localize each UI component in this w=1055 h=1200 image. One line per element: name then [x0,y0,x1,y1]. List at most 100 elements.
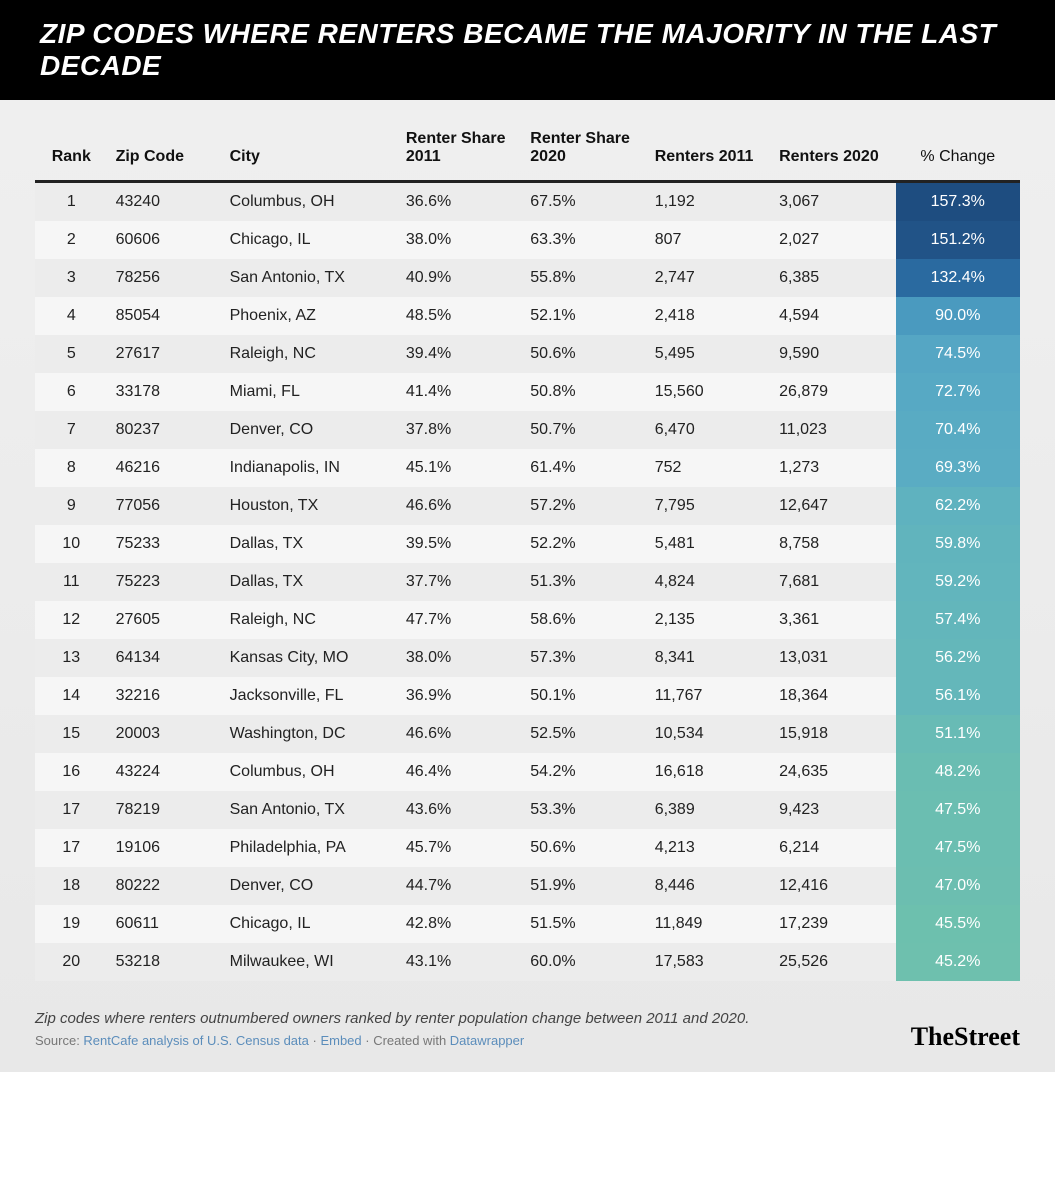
cell-share11: 39.4% [398,335,522,373]
cell-change: 47.5% [896,829,1021,867]
cell-renters11: 752 [647,449,771,487]
table-row: 527617Raleigh, NC39.4%50.6%5,4959,59074.… [35,335,1020,373]
cell-share20: 52.1% [522,297,646,335]
cell-share20: 50.6% [522,335,646,373]
table-row: 143240Columbus, OH36.6%67.5%1,1923,06715… [35,182,1020,222]
cell-renters11: 17,583 [647,943,771,981]
cell-share11: 41.4% [398,373,522,411]
cell-renters20: 9,590 [771,335,895,373]
cell-rank: 18 [35,867,108,905]
table-row: 1719106Philadelphia, PA45.7%50.6%4,2136,… [35,829,1020,867]
page-title: ZIP CODES WHERE RENTERS BECAME THE MAJOR… [0,0,1055,100]
cell-renters20: 13,031 [771,639,895,677]
cell-share20: 51.3% [522,563,646,601]
cell-change: 69.3% [896,449,1021,487]
source-link-rentcafe[interactable]: RentCafe analysis of U.S. Census data [83,1033,308,1048]
cell-renters11: 4,824 [647,563,771,601]
cell-share20: 52.5% [522,715,646,753]
cell-zip: 60611 [108,905,222,943]
cell-share11: 45.7% [398,829,522,867]
cell-share11: 40.9% [398,259,522,297]
cell-renters20: 9,423 [771,791,895,829]
cell-renters11: 807 [647,221,771,259]
cell-renters20: 2,027 [771,221,895,259]
cell-rank: 16 [35,753,108,791]
cell-city: Miami, FL [222,373,398,411]
col-header-city: City [222,120,398,182]
cell-change: 151.2% [896,221,1021,259]
cell-renters11: 16,618 [647,753,771,791]
cell-city: Denver, CO [222,867,398,905]
cell-city: Philadelphia, PA [222,829,398,867]
table-row: 1075233Dallas, TX39.5%52.2%5,4818,75859.… [35,525,1020,563]
cell-zip: 80222 [108,867,222,905]
cell-rank: 13 [35,639,108,677]
cell-city: Raleigh, NC [222,335,398,373]
cell-share20: 53.3% [522,791,646,829]
cell-zip: 27605 [108,601,222,639]
cell-renters20: 3,361 [771,601,895,639]
cell-share20: 57.3% [522,639,646,677]
cell-share20: 67.5% [522,182,646,222]
table-row: 1227605Raleigh, NC47.7%58.6%2,1353,36157… [35,601,1020,639]
cell-zip: 85054 [108,297,222,335]
table-row: 1364134Kansas City, MO38.0%57.3%8,34113,… [35,639,1020,677]
embed-link[interactable]: Embed [320,1033,361,1048]
cell-zip: 64134 [108,639,222,677]
cell-city: San Antonio, TX [222,791,398,829]
cell-rank: 15 [35,715,108,753]
cell-share11: 44.7% [398,867,522,905]
cell-renters20: 12,647 [771,487,895,525]
datawrapper-link[interactable]: Datawrapper [450,1033,524,1048]
cell-zip: 75233 [108,525,222,563]
cell-change: 72.7% [896,373,1021,411]
cell-renters20: 8,758 [771,525,895,563]
table-row: 485054Phoenix, AZ48.5%52.1%2,4184,59490.… [35,297,1020,335]
cell-renters20: 18,364 [771,677,895,715]
footer: Zip codes where renters outnumbered owne… [0,991,1055,1052]
cell-city: Chicago, IL [222,905,398,943]
cell-share20: 51.9% [522,867,646,905]
cell-change: 56.2% [896,639,1021,677]
cell-share11: 36.6% [398,182,522,222]
chart-container: ZIP CODES WHERE RENTERS BECAME THE MAJOR… [0,0,1055,1072]
col-header-renters20: Renters 2020 [771,120,895,182]
cell-renters11: 7,795 [647,487,771,525]
cell-city: Milwaukee, WI [222,943,398,981]
cell-renters11: 10,534 [647,715,771,753]
cell-rank: 10 [35,525,108,563]
cell-zip: 46216 [108,449,222,487]
cell-rank: 1 [35,182,108,222]
cell-rank: 12 [35,601,108,639]
cell-renters11: 8,446 [647,867,771,905]
cell-city: Kansas City, MO [222,639,398,677]
table-row: 378256San Antonio, TX40.9%55.8%2,7476,38… [35,259,1020,297]
table-row: 1643224Columbus, OH46.4%54.2%16,61824,63… [35,753,1020,791]
cell-city: Columbus, OH [222,182,398,222]
table-row: 633178Miami, FL41.4%50.8%15,56026,87972.… [35,373,1020,411]
cell-change: 51.1% [896,715,1021,753]
table-row: 2053218Milwaukee, WI43.1%60.0%17,58325,5… [35,943,1020,981]
cell-zip: 20003 [108,715,222,753]
col-header-share11: Renter Share 2011 [398,120,522,182]
cell-share20: 60.0% [522,943,646,981]
cell-change: 59.8% [896,525,1021,563]
cell-share11: 37.7% [398,563,522,601]
cell-city: Dallas, TX [222,563,398,601]
cell-rank: 14 [35,677,108,715]
cell-rank: 8 [35,449,108,487]
cell-rank: 5 [35,335,108,373]
cell-share11: 48.5% [398,297,522,335]
cell-renters20: 12,416 [771,867,895,905]
cell-change: 45.2% [896,943,1021,981]
cell-rank: 9 [35,487,108,525]
cell-renters20: 15,918 [771,715,895,753]
table-row: 1880222Denver, CO44.7%51.9%8,44612,41647… [35,867,1020,905]
renters-table: Rank Zip Code City Renter Share 2011 Ren… [35,120,1020,981]
cell-rank: 20 [35,943,108,981]
cell-zip: 78219 [108,791,222,829]
cell-rank: 3 [35,259,108,297]
cell-rank: 4 [35,297,108,335]
brand-logo: TheStreet [911,1022,1020,1052]
cell-share11: 43.6% [398,791,522,829]
